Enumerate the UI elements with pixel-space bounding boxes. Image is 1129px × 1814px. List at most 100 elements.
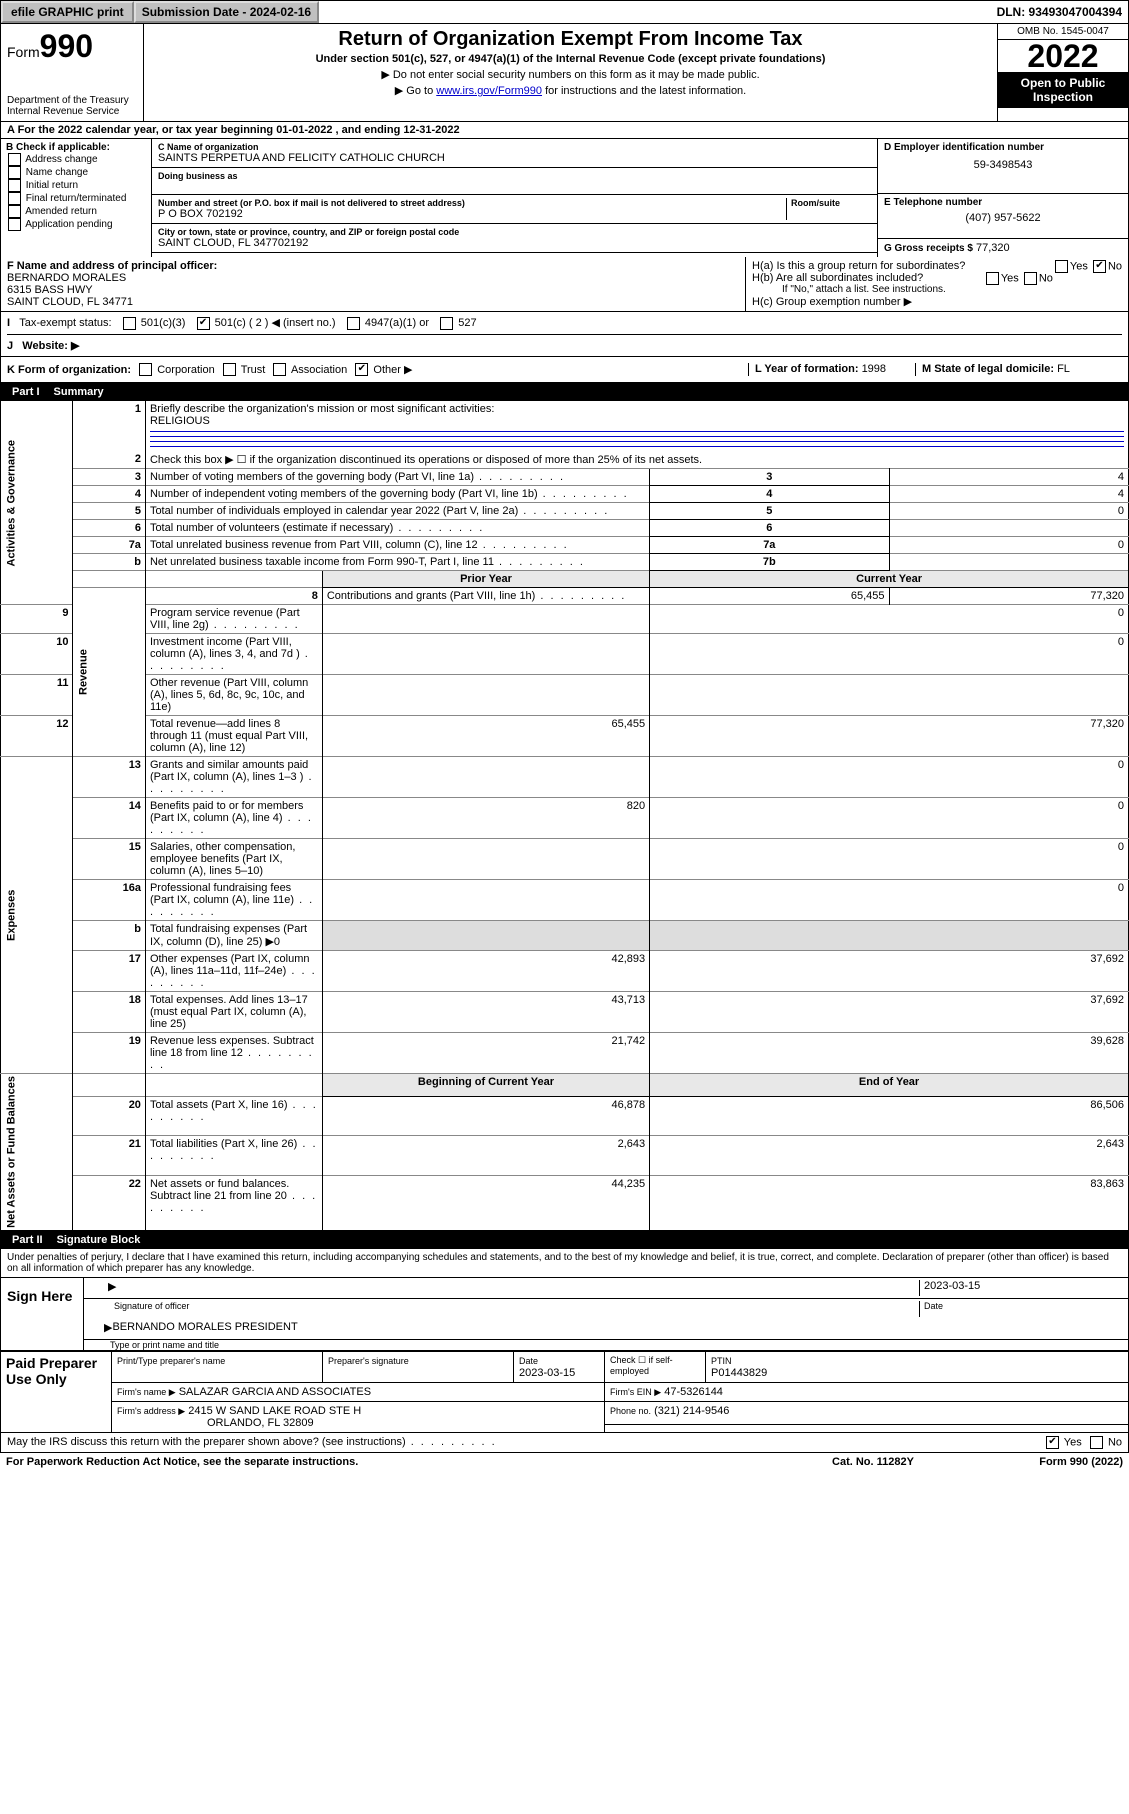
- hb-no[interactable]: [1024, 272, 1037, 285]
- i-501c[interactable]: [197, 317, 210, 330]
- f-name: BERNARDO MORALES: [7, 272, 739, 284]
- b-name-change[interactable]: Name change: [6, 166, 146, 179]
- i-4947[interactable]: [347, 317, 360, 330]
- line13-curr: 0: [650, 757, 1129, 798]
- hb-yes[interactable]: [986, 272, 999, 285]
- line6-desc: Total number of volunteers (estimate if …: [145, 520, 649, 537]
- firm-addr1: 2415 W SAND LAKE ROAD STE H: [188, 1405, 361, 1417]
- part-i-header: Part I Summary: [0, 383, 1129, 401]
- b-header: B Check if applicable:: [6, 142, 146, 153]
- line8-desc: Contributions and grants (Part VIII, lin…: [322, 588, 649, 605]
- signature-block: Sign Here ▶ 2023-03-15 Signature of offi…: [0, 1278, 1129, 1351]
- line18-desc: Total expenses. Add lines 13–17 (must eq…: [145, 992, 322, 1033]
- line13-desc: Grants and similar amounts paid (Part IX…: [145, 757, 322, 798]
- page-footer: For Paperwork Reduction Act Notice, see …: [0, 1453, 1129, 1471]
- line19-curr: 39,628: [650, 1033, 1129, 1074]
- c-org-name: SAINTS PERPETUA AND FELICITY CATHOLIC CH…: [158, 152, 871, 164]
- line17-curr: 37,692: [650, 951, 1129, 992]
- line12-prior: 65,455: [322, 716, 649, 757]
- line19-prior: 21,742: [322, 1033, 649, 1074]
- form-title: Return of Organization Exempt From Incom…: [150, 28, 991, 51]
- tax-year: 2022: [998, 40, 1128, 72]
- h-a: H(a) Is this a group return for subordin…: [752, 260, 1122, 272]
- c-city-label: City or town, state or province, country…: [158, 227, 871, 237]
- k-other[interactable]: [355, 363, 368, 376]
- irs-label: Internal Revenue Service: [7, 106, 137, 117]
- prep-date: 2023-03-15: [519, 1367, 575, 1379]
- sign-here-label: Sign Here: [1, 1278, 84, 1350]
- b-amended-return[interactable]: Amended return: [6, 205, 146, 218]
- c-city: SAINT CLOUD, FL 347702192: [158, 237, 871, 249]
- dept-treasury: Department of the Treasury: [7, 95, 137, 106]
- form-number: Form990: [7, 28, 137, 65]
- f-addr2: SAINT CLOUD, FL 34771: [7, 296, 739, 308]
- line-i: I Tax-exempt status: 501(c)(3) 501(c) ( …: [7, 316, 1122, 335]
- line4-desc: Number of independent voting members of …: [145, 486, 649, 503]
- topbar: efile GRAPHIC print Submission Date - 20…: [0, 0, 1129, 24]
- col-prior-year: Prior Year: [322, 571, 649, 588]
- line8-curr: 77,320: [889, 588, 1128, 605]
- f-addr1: 6315 BASS HWY: [7, 284, 739, 296]
- col-c-org-info: C Name of organization SAINTS PERPETUA A…: [152, 139, 877, 257]
- line16a-desc: Professional fundraising fees (Part IX, …: [145, 880, 322, 921]
- h-c: H(c) Group exemption number ▶: [752, 295, 1122, 308]
- side-net-assets: Net Assets or Fund Balances: [1, 1074, 73, 1231]
- discuss-text: May the IRS discuss this return with the…: [7, 1436, 497, 1448]
- part-i-label: Part I: [6, 385, 46, 399]
- ha-no[interactable]: [1093, 260, 1106, 273]
- footer-form: Form 990 (2022): [973, 1456, 1123, 1468]
- form-note-2: ▶ Go to www.irs.gov/Form990 for instruct…: [150, 84, 991, 97]
- k-corp[interactable]: [139, 363, 152, 376]
- firm-addr-label: Firm's address ▶: [117, 1406, 185, 1416]
- k-assoc[interactable]: [273, 363, 286, 376]
- form-subtitle: Under section 501(c), 527, or 4947(a)(1)…: [150, 53, 991, 65]
- line18-curr: 37,692: [650, 992, 1129, 1033]
- part-ii-header: Part II Signature Block: [0, 1231, 1129, 1249]
- line14-prior: 820: [322, 798, 649, 839]
- i-527[interactable]: [440, 317, 453, 330]
- sign-date: 2023-03-15: [919, 1280, 1124, 1296]
- col-b-checkboxes: B Check if applicable: Address change Na…: [1, 139, 152, 257]
- h-b-note: If "No," attach a list. See instructions…: [752, 284, 1122, 295]
- line15-curr: 0: [650, 839, 1129, 880]
- k-trust[interactable]: [223, 363, 236, 376]
- discuss-no[interactable]: [1090, 1436, 1103, 1449]
- line19-desc: Revenue less expenses. Subtract line 18 …: [145, 1033, 322, 1074]
- e-phone: (407) 957-5622: [884, 212, 1122, 224]
- line-j: J Website: ▶: [7, 339, 1122, 352]
- prep-self-employed[interactable]: Check ☐ if self-employed: [605, 1352, 706, 1383]
- b-address-change[interactable]: Address change: [6, 153, 146, 166]
- form-note-1: ▶ Do not enter social security numbers o…: [150, 68, 991, 81]
- f-label: F Name and address of principal officer:: [7, 260, 217, 272]
- c-room-label: Room/suite: [791, 198, 871, 208]
- b-final-return[interactable]: Final return/terminated: [6, 192, 146, 205]
- part-ii-label: Part II: [6, 1233, 49, 1247]
- line5-val: 0: [889, 503, 1128, 520]
- line7b-val: [889, 554, 1128, 571]
- i-501c3[interactable]: [123, 317, 136, 330]
- g-gross-value: 77,320: [976, 242, 1010, 254]
- col-current-year: Current Year: [650, 571, 1129, 588]
- line20-desc: Total assets (Part X, line 16): [145, 1097, 322, 1136]
- preparer-table: Paid Preparer Use Only Print/Type prepar…: [0, 1351, 1129, 1433]
- prep-sig-label: Preparer's signature: [328, 1356, 409, 1366]
- line1-value: RELIGIOUS: [150, 415, 210, 427]
- row-a-tax-year: A For the 2022 calendar year, or tax yea…: [0, 122, 1129, 139]
- b-initial-return[interactable]: Initial return: [6, 179, 146, 192]
- line20-begin: 46,878: [322, 1097, 649, 1136]
- discuss-yes[interactable]: [1046, 1436, 1059, 1449]
- ha-yes[interactable]: [1055, 260, 1068, 273]
- l-year-formation: L Year of formation: 1998: [748, 363, 915, 377]
- line10-desc: Investment income (Part VIII, column (A)…: [145, 634, 322, 675]
- officer-name-caption: Type or print name and title: [84, 1340, 1128, 1350]
- efile-print-button[interactable]: efile GRAPHIC print: [1, 1, 134, 23]
- penalties-text: Under penalties of perjury, I declare th…: [0, 1249, 1129, 1278]
- irs-form990-link[interactable]: www.irs.gov/Form990: [436, 85, 542, 97]
- b-application-pending[interactable]: Application pending: [6, 218, 146, 231]
- col-d-e-g: D Employer identification number 59-3498…: [877, 139, 1128, 257]
- line9-curr: 0: [650, 605, 1129, 634]
- line22-begin: 44,235: [322, 1175, 649, 1230]
- line1-label: Briefly describe the organization's miss…: [150, 403, 494, 415]
- line6-val: [889, 520, 1128, 537]
- line21-end: 2,643: [650, 1136, 1129, 1175]
